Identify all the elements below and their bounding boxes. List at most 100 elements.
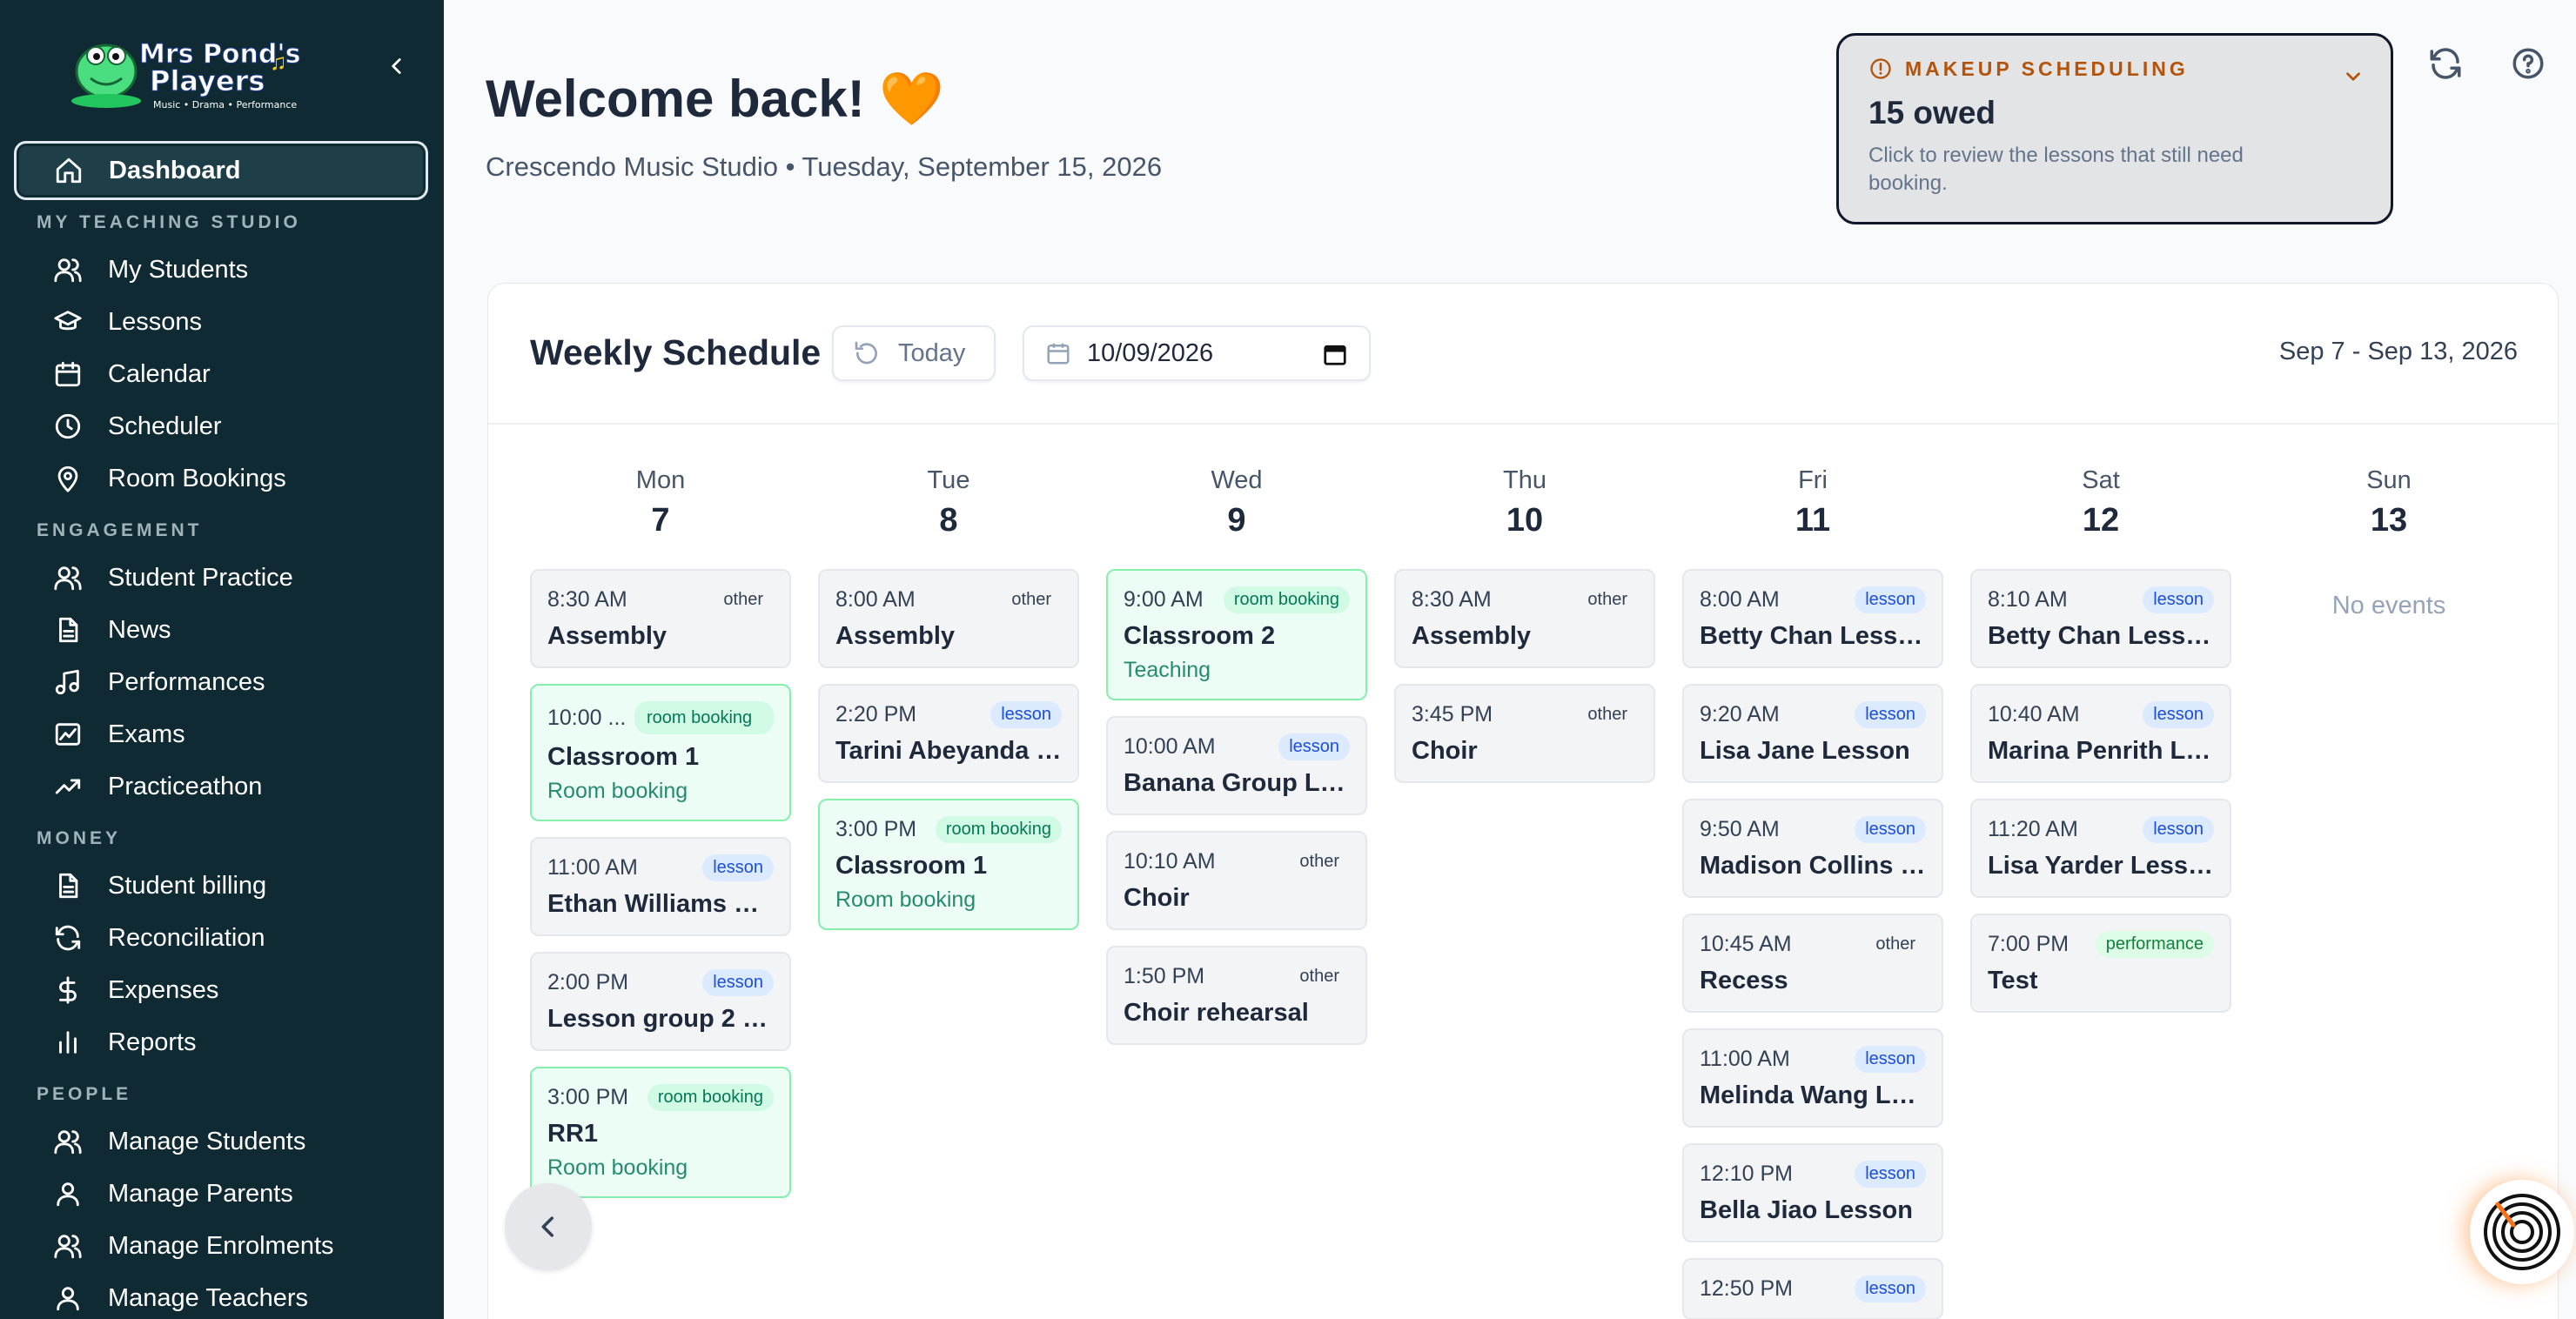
event-time: 12:50 PM <box>1700 1276 1794 1301</box>
today-label: Today <box>898 338 966 367</box>
day-number: 8 <box>939 502 958 539</box>
sidebar-item-lessons[interactable]: Lessons <box>50 299 425 345</box>
day-number: 7 <box>651 502 670 539</box>
event-type-badge: lesson <box>702 854 774 881</box>
day-column-wed: Wed 9 9:00 AM room booking Classroom 2 Teachi… <box>1106 466 1367 1061</box>
event-card[interactable]: 12:10 PM lesson Bella Jiao Lesson <box>1682 1143 1943 1242</box>
sidebar-item-label: News <box>108 615 171 644</box>
sidebar-item-news[interactable]: News <box>50 607 425 653</box>
event-time: 8:00 AM <box>835 587 916 612</box>
event-time: 10:40 AM <box>1988 702 2080 726</box>
event-card[interactable]: 7:00 PM performance Test <box>1970 914 2231 1013</box>
event-card[interactable]: 8:30 AM other Assembly <box>530 569 791 668</box>
sidebar-item-student-billing[interactable]: Student billing <box>50 863 425 908</box>
sidebar-item-manage-students[interactable]: Manage Students <box>50 1119 425 1164</box>
sidebar-item-performances[interactable]: Performances <box>50 660 425 705</box>
collapse-sidebar-button[interactable] <box>381 50 413 82</box>
map-pin-icon <box>50 461 85 496</box>
day-number: 10 <box>1506 502 1544 539</box>
previous-week-button[interactable] <box>505 1183 592 1270</box>
calendar-icon <box>50 357 85 392</box>
users-icon <box>50 1229 85 1263</box>
event-type-badge: other <box>1587 705 1627 724</box>
event-title: Recess <box>1700 967 1788 994</box>
assistant-fab[interactable] <box>2470 1180 2574 1284</box>
chevron-down-icon[interactable] <box>2342 65 2365 92</box>
event-time: 2:20 PM <box>835 702 917 726</box>
sidebar-item-expenses[interactable]: Expenses <box>50 967 425 1013</box>
event-time: 9:50 AM <box>1700 817 1780 841</box>
sidebar-item-label: Practiceathon <box>108 772 263 800</box>
event-card[interactable]: 3:45 PM other Choir <box>1394 684 1655 783</box>
date-picker-icon[interactable] <box>1322 341 1348 372</box>
event-card[interactable]: 10:00 ... room booking Classroom 1 Room boo… <box>530 684 791 821</box>
sidebar-item-label: Calendar <box>108 359 211 388</box>
event-card[interactable]: 10:00 AM lesson Banana Group Le... <box>1106 716 1367 815</box>
event-card[interactable]: 11:00 AM lesson Melinda Wang Les... <box>1682 1028 1943 1128</box>
event-title: Classroom 1 <box>835 852 988 880</box>
home-icon <box>51 153 86 188</box>
event-time: 11:00 AM <box>547 855 638 880</box>
refresh-button[interactable] <box>2425 44 2465 84</box>
section-teaching-studio: MY TEACHING STUDIO <box>37 212 301 232</box>
sidebar-item-room-bookings[interactable]: Room Bookings <box>50 456 425 501</box>
event-time: 8:30 AM <box>547 587 627 612</box>
week-date-input[interactable]: 10/09/2026 <box>1023 325 1371 381</box>
event-title: Classroom 2 <box>1124 622 1276 650</box>
event-card[interactable]: 10:10 AM other Choir <box>1106 831 1367 930</box>
event-card[interactable]: 8:30 AM other Assembly <box>1394 569 1655 668</box>
event-card[interactable]: 2:00 PM lesson Lesson group 2 L... <box>530 952 791 1051</box>
event-type-badge: lesson <box>990 701 1062 728</box>
alert-circle-icon <box>1870 58 1891 79</box>
sidebar-item-exams[interactable]: Exams <box>50 712 425 757</box>
event-card[interactable]: 2:20 PM lesson Tarini Abeyanda L... <box>818 684 1079 783</box>
sidebar-item-label: Exams <box>108 720 185 748</box>
sidebar-item-reports[interactable]: Reports <box>50 1020 425 1065</box>
today-button[interactable]: Today <box>832 325 996 381</box>
event-card[interactable]: 10:45 AM other Recess <box>1682 914 1943 1013</box>
event-card[interactable]: 1:50 PM other Choir rehearsal <box>1106 946 1367 1045</box>
event-card[interactable]: 8:10 AM lesson Betty Chan Lesson <box>1970 569 2231 668</box>
event-card[interactable]: 9:00 AM room booking Classroom 2 Teaching <box>1106 569 1367 700</box>
help-button[interactable] <box>2508 44 2548 84</box>
event-time: 12:10 PM <box>1700 1162 1794 1186</box>
sidebar-item-label: Reports <box>108 1028 197 1056</box>
sidebar-item-label: Dashboard <box>109 156 241 184</box>
sidebar-item-reconciliation[interactable]: Reconciliation <box>50 915 425 961</box>
sidebar-item-manage-parents[interactable]: Manage Parents <box>50 1171 425 1216</box>
sidebar-item-student-practice[interactable]: Student Practice <box>50 555 425 600</box>
sidebar-item-practiceathon[interactable]: Practiceathon <box>50 764 425 809</box>
calendar-icon <box>1047 343 1070 365</box>
weekly-schedule-panel: Weekly Schedule Today 10/09/2026 Sep 7 -… <box>487 283 2559 1319</box>
event-card[interactable]: 9:20 AM lesson Lisa Jane Lesson <box>1682 684 1943 783</box>
date-value: 10/09/2026 <box>1087 338 1214 367</box>
chevron-left-icon <box>392 58 401 74</box>
event-title: Choir rehearsal <box>1124 999 1309 1027</box>
event-card[interactable]: 3:00 PM room booking Classroom 1 Room booki… <box>818 799 1079 930</box>
event-card[interactable]: 8:00 AM lesson Betty Chan Lesson <box>1682 569 1943 668</box>
sidebar-item-label: My Students <box>108 255 249 284</box>
day-name: Sun <box>2366 466 2412 494</box>
sidebar-item-manage-teachers[interactable]: Manage Teachers <box>50 1275 425 1319</box>
event-card[interactable]: 8:00 AM other Assembly <box>818 569 1079 668</box>
bar-chart-icon <box>50 1025 85 1060</box>
sidebar-item-dashboard[interactable]: Dashboard <box>14 141 428 200</box>
sidebar-item-my-students[interactable]: My Students <box>50 247 425 292</box>
users-icon <box>50 1124 85 1159</box>
event-card[interactable]: 12:50 PM lesson <box>1682 1258 1943 1319</box>
studio-logo[interactable]: Mrs Pond's Players ♫ Music • Drama • Per… <box>70 21 313 117</box>
refresh-icon <box>50 921 85 955</box>
sidebar-item-calendar[interactable]: Calendar <box>50 352 425 397</box>
event-time: 1:50 PM <box>1124 964 1205 988</box>
sidebar-item-manage-enrolments[interactable]: Manage Enrolments <box>50 1223 425 1269</box>
event-card[interactable]: 11:00 AM lesson Ethan Williams Le... <box>530 837 791 936</box>
clock-icon <box>50 409 85 444</box>
event-card[interactable]: 9:50 AM lesson Madison Collins L... <box>1682 799 1943 898</box>
event-card[interactable]: 10:40 AM lesson Marina Penrith Le... <box>1970 684 2231 783</box>
sidebar-item-label: Manage Teachers <box>108 1283 309 1312</box>
event-card[interactable]: 11:20 AM lesson Lisa Yarder Lesson <box>1970 799 2231 898</box>
makeup-scheduling-card[interactable]: MAKEUP SCHEDULING 15 owed Click to revie… <box>1836 33 2393 224</box>
no-events-text: No events <box>2331 592 2446 619</box>
event-card[interactable]: 3:00 PM room booking RR1 Room booking <box>530 1067 791 1198</box>
sidebar-item-scheduler[interactable]: Scheduler <box>50 404 425 449</box>
